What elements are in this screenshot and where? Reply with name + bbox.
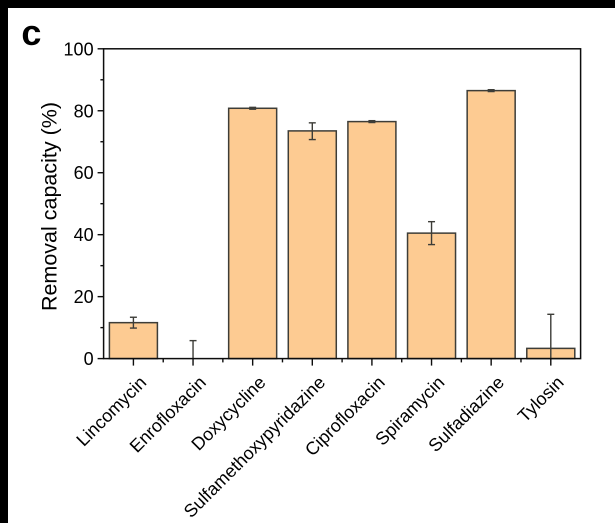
svg-text:0: 0 (84, 349, 94, 369)
svg-text:40: 40 (74, 225, 94, 245)
svg-text:c: c (21, 12, 41, 53)
svg-text:20: 20 (74, 287, 94, 307)
svg-text:60: 60 (74, 163, 94, 183)
svg-text:Removal capacity (%): Removal capacity (%) (38, 102, 62, 311)
svg-text:80: 80 (74, 101, 94, 121)
svg-text:100: 100 (64, 39, 94, 59)
